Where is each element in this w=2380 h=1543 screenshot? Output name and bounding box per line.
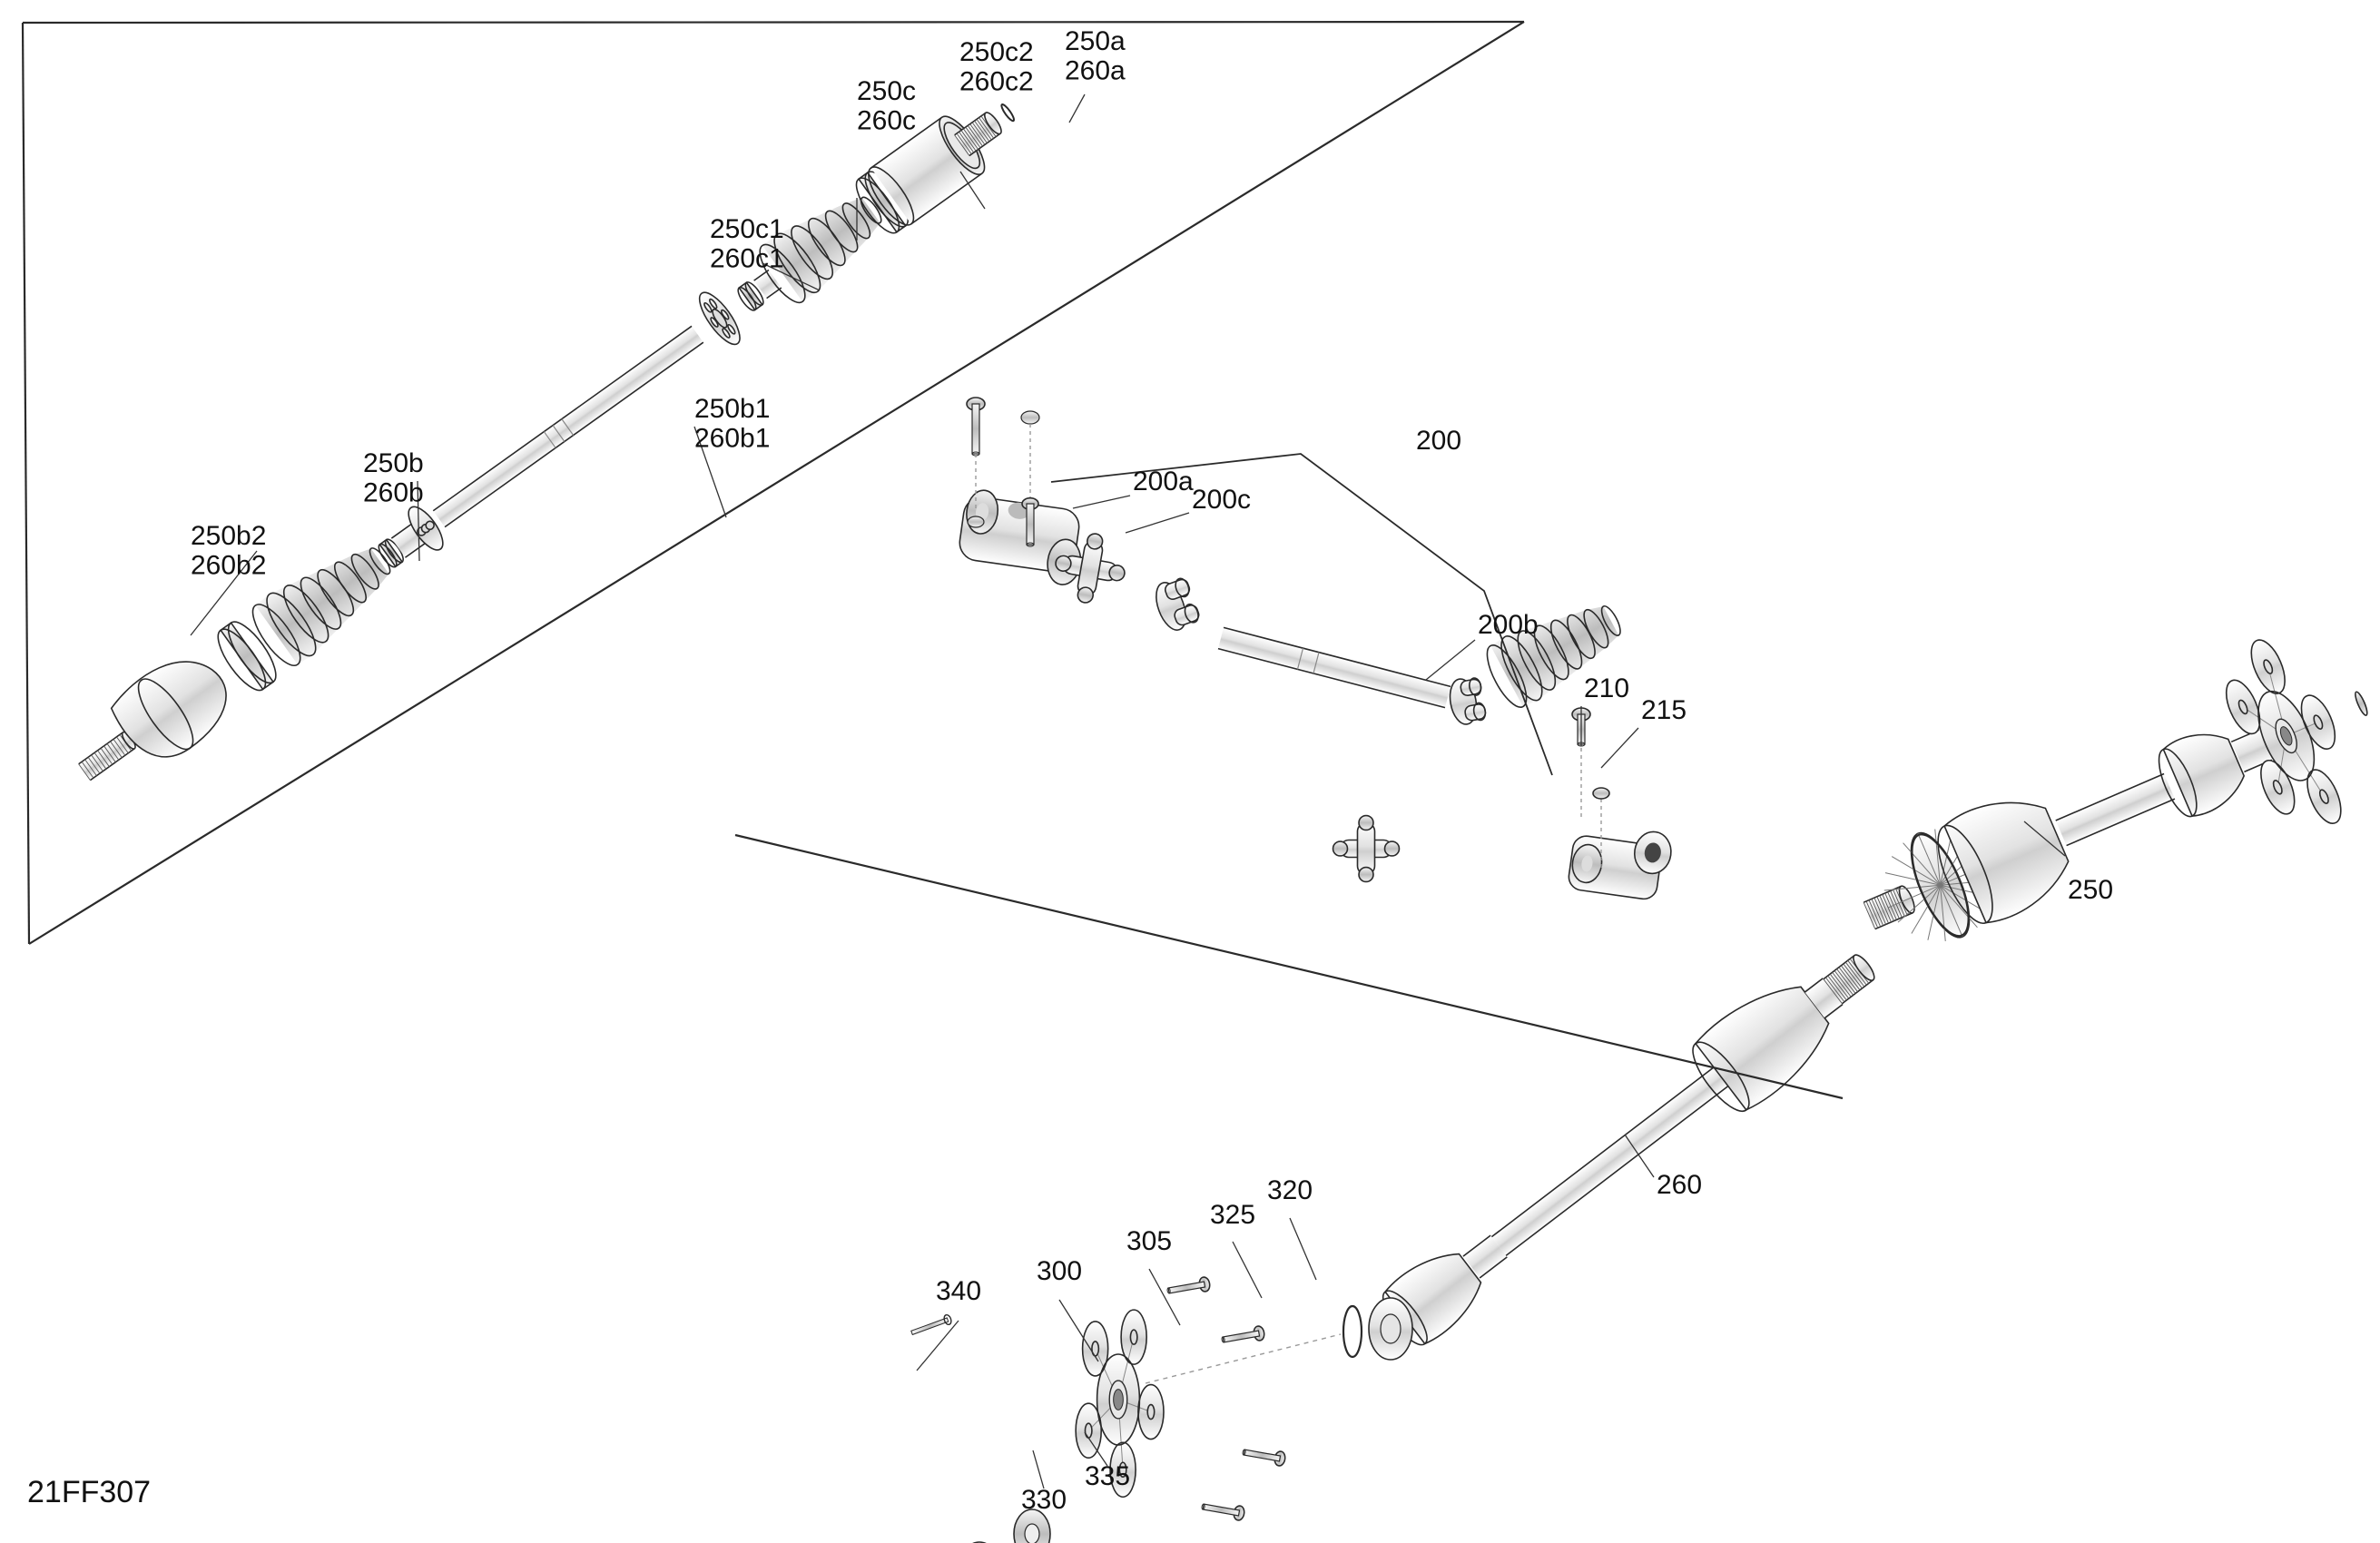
svg-text:200: 200 — [1416, 426, 1461, 456]
svg-text:200c: 200c — [1192, 485, 1251, 515]
svg-text:250b2 260b2: 250b2 260b2 — [191, 521, 274, 580]
svg-text:250: 250 — [2068, 875, 2113, 905]
svg-text:200a: 200a — [1133, 467, 1194, 496]
svg-text:250c 260c: 250c 260c — [857, 76, 923, 135]
svg-text:250c1 260c1: 250c1 260c1 — [710, 214, 792, 273]
svg-text:335: 335 — [1085, 1461, 1130, 1491]
svg-text:21FF307: 21FF307 — [27, 1475, 151, 1509]
svg-text:250a 260a: 250a 260a — [1065, 26, 1133, 85]
svg-text:260: 260 — [1657, 1170, 1702, 1200]
svg-text:250b 260b: 250b 260b — [363, 448, 431, 507]
svg-text:325: 325 — [1210, 1200, 1255, 1230]
svg-text:210: 210 — [1584, 673, 1629, 703]
svg-text:250b1 260b1: 250b1 260b1 — [694, 394, 778, 453]
svg-text:250c2 260c2: 250c2 260c2 — [959, 37, 1041, 96]
svg-text:340: 340 — [936, 1276, 981, 1306]
svg-text:320: 320 — [1267, 1175, 1313, 1205]
svg-text:300: 300 — [1037, 1256, 1082, 1286]
svg-text:200b: 200b — [1478, 610, 1539, 640]
svg-text:330: 330 — [1021, 1485, 1067, 1515]
svg-text:305: 305 — [1126, 1226, 1172, 1256]
svg-text:215: 215 — [1641, 695, 1687, 725]
